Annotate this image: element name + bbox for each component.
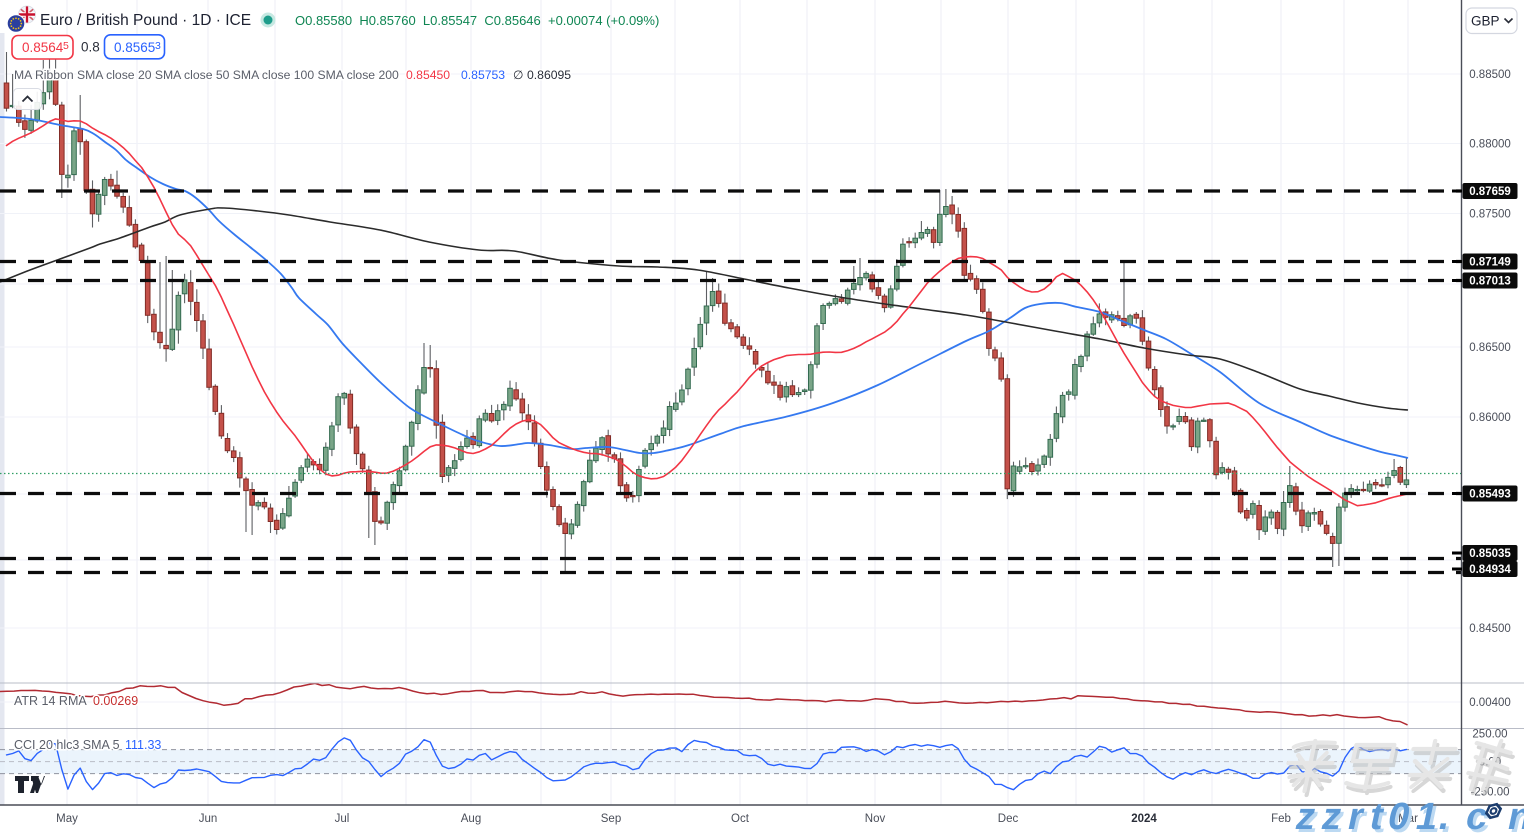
svg-text:MA Ribbon SMA close 20 SMA clo: MA Ribbon SMA close 20 SMA close 50 SMA …	[14, 68, 399, 82]
svg-text:0.85493: 0.85493	[1469, 489, 1511, 501]
svg-text:0.84500: 0.84500	[1469, 623, 1511, 635]
svg-text:Dec: Dec	[998, 813, 1019, 825]
svg-text:0.87013: 0.87013	[1469, 276, 1511, 288]
svg-text:GBP: GBP	[1471, 14, 1500, 29]
svg-text:111.33: 111.33	[125, 738, 161, 752]
svg-text:Jul: Jul	[335, 813, 350, 825]
svg-text:0.86000: 0.86000	[1469, 412, 1511, 424]
svg-text:0.85450: 0.85450	[406, 68, 450, 82]
svg-text:May: May	[56, 813, 78, 825]
svg-text:0.87659: 0.87659	[1469, 186, 1511, 198]
svg-text:ATR 14 RMA: ATR 14 RMA	[14, 694, 87, 708]
svg-text:Aug: Aug	[461, 813, 481, 825]
svg-text:0.87500: 0.87500	[1469, 209, 1511, 221]
svg-text:2024: 2024	[1131, 813, 1157, 825]
svg-text:∅ 0.86095: ∅ 0.86095	[513, 68, 571, 82]
svg-text:0.8565: 0.8565	[114, 40, 155, 55]
svg-text:0.88000: 0.88000	[1469, 139, 1511, 151]
svg-text:0.8564: 0.8564	[22, 40, 64, 55]
svg-text:3: 3	[155, 40, 161, 52]
svg-text:0.85035: 0.85035	[1469, 548, 1511, 560]
svg-text:0.8: 0.8	[81, 40, 100, 55]
svg-text:Oct: Oct	[731, 813, 750, 825]
svg-text:0.84934: 0.84934	[1469, 564, 1511, 576]
svg-text:0.88500: 0.88500	[1469, 69, 1511, 81]
svg-text:250.00: 250.00	[1472, 729, 1507, 741]
svg-text:Nov: Nov	[865, 813, 886, 825]
svg-text:0.85753: 0.85753	[461, 68, 505, 82]
svg-text:-250.00: -250.00	[1470, 787, 1509, 799]
svg-text:Sep: Sep	[601, 813, 621, 825]
svg-text:Jun: Jun	[199, 813, 218, 825]
svg-text:0.87149: 0.87149	[1469, 257, 1511, 269]
svg-text:0.00400: 0.00400	[1469, 697, 1511, 709]
svg-text:0.00269: 0.00269	[93, 694, 138, 708]
svg-text:Euro / British Pound · 1D · IC: Euro / British Pound · 1D · ICE	[40, 12, 251, 29]
svg-text:O0.85580 H0.85760 L0.85547: O0.85580 H0.85760 L0.85547 C0.85646 +0.0…	[295, 13, 659, 28]
svg-text:CCI 20 hlc3 SMA 5: CCI 20 hlc3 SMA 5	[14, 738, 120, 752]
svg-text:Feb: Feb	[1271, 813, 1291, 825]
svg-text:0.86500: 0.86500	[1469, 342, 1511, 354]
svg-text:Mar: Mar	[1398, 813, 1418, 825]
svg-text:5: 5	[63, 40, 69, 52]
